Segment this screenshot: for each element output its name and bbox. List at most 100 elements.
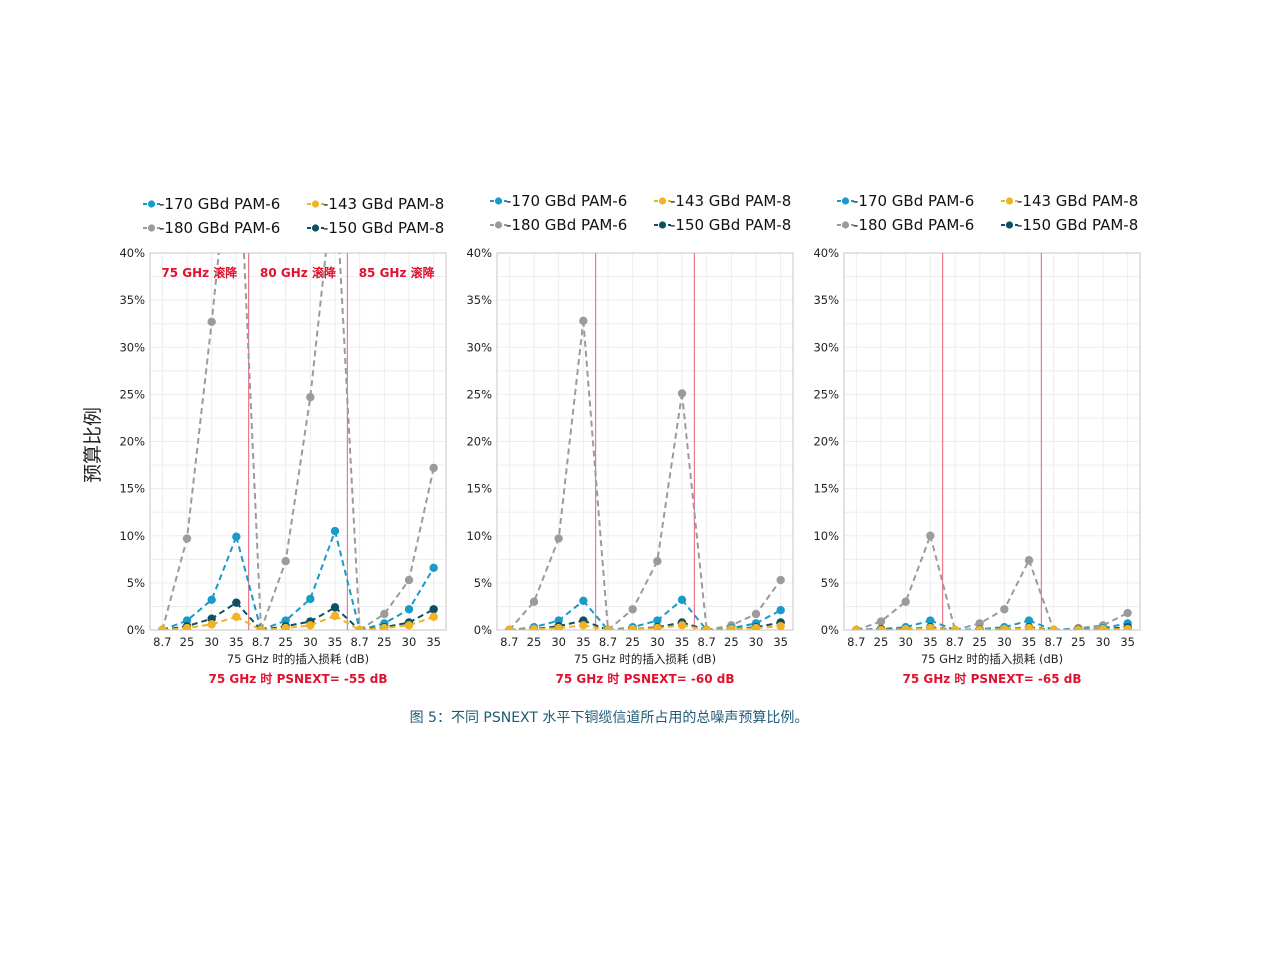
figure-caption: 图 5：不同 PSNEXT 水平下铜缆信道所占用的总噪声预算比例。 bbox=[410, 710, 809, 726]
legend-swatch-marker bbox=[1005, 221, 1014, 229]
plot-frame bbox=[496, 252, 794, 631]
data-point bbox=[579, 621, 588, 630]
x-tick-label: 35 bbox=[675, 635, 690, 649]
legend-entry: -150 GBd PAM-8 bbox=[1017, 216, 1138, 234]
legend-entry: -180 GBd PAM-6 bbox=[853, 216, 974, 234]
series-line bbox=[607, 624, 683, 630]
data-point bbox=[876, 625, 886, 630]
legend-swatch-marker bbox=[841, 221, 850, 229]
x-axis-title: 75 GHz 时的插入损耗 (dB) bbox=[574, 652, 716, 666]
legend-swatch-marker bbox=[841, 197, 850, 205]
y-tick-label: 5% bbox=[127, 576, 145, 590]
data-point bbox=[1049, 625, 1058, 630]
x-tick-label: 8.7 bbox=[946, 635, 964, 649]
data-point bbox=[281, 623, 290, 630]
data-point bbox=[429, 605, 438, 614]
data-point bbox=[901, 597, 910, 606]
data-point bbox=[232, 598, 241, 607]
y-tick-label: 0% bbox=[474, 623, 492, 637]
y-tick-label: 40% bbox=[119, 246, 145, 260]
data-point bbox=[429, 612, 438, 622]
chart-panel-2: 0% 5% 10% 15% 20% 25% 30% 35% 40% 8.7 25 30 35 8.7 25 3… bbox=[466, 192, 794, 686]
data-point bbox=[975, 625, 984, 630]
data-point bbox=[901, 624, 910, 630]
legend-entry: -170 GBd PAM-6 bbox=[506, 192, 627, 210]
x-tick-label: 8.7 bbox=[847, 635, 865, 649]
x-tick-label: 8.7 bbox=[153, 635, 171, 649]
x-tick-label: 35 bbox=[1022, 635, 1037, 649]
legend-entry: -180 GBd PAM-6 bbox=[159, 219, 280, 237]
plot-frame bbox=[843, 252, 1141, 631]
x-tick-label: 25 bbox=[972, 635, 987, 649]
x-axis-title: 75 GHz 时的插入损耗 (dB) bbox=[227, 652, 369, 666]
series-line bbox=[338, 253, 361, 630]
x-tick-label: 25 bbox=[874, 635, 889, 649]
legend-entry: -170 GBd PAM-6 bbox=[159, 195, 280, 213]
data-point bbox=[330, 611, 340, 621]
gridlines bbox=[150, 252, 446, 631]
plot-frame bbox=[149, 252, 447, 631]
x-tick-label: 35 bbox=[923, 635, 938, 649]
series-layer bbox=[852, 531, 1132, 630]
data-point bbox=[404, 605, 414, 614]
x-tick-label: 35 bbox=[773, 635, 788, 649]
x-tick-label: 25 bbox=[278, 635, 293, 649]
x-tick-label: 8.7 bbox=[599, 635, 617, 649]
series-line bbox=[235, 615, 262, 630]
series-line bbox=[260, 530, 336, 630]
data-point bbox=[677, 389, 687, 398]
y-tick-label: 10% bbox=[119, 529, 145, 543]
y-tick-label: 20% bbox=[119, 435, 145, 449]
data-point bbox=[306, 594, 315, 604]
series-line bbox=[954, 559, 1030, 630]
x-tick-label: 8.7 bbox=[351, 635, 369, 649]
data-point bbox=[380, 609, 389, 619]
series-line bbox=[681, 599, 708, 630]
series-line bbox=[855, 535, 932, 630]
data-point bbox=[926, 616, 935, 625]
series-line bbox=[334, 614, 361, 630]
y-tick-label: 0% bbox=[821, 623, 839, 637]
series-line bbox=[1053, 628, 1128, 630]
series-line bbox=[607, 393, 683, 630]
x-tick-label: 35 bbox=[426, 635, 441, 649]
y-tick-label: 20% bbox=[813, 435, 839, 449]
x-tick-label: 30 bbox=[204, 635, 219, 649]
x-tick-label: 30 bbox=[997, 635, 1012, 649]
x-tick-label: 35 bbox=[328, 635, 343, 649]
chart-panel-3: 0% 5% 10% 15% 20% 25% 30% 35% 40% 8.7 25 30 35 8.7 25 3… bbox=[813, 192, 1141, 686]
data-point bbox=[926, 531, 935, 540]
y-tick-label: 20% bbox=[466, 435, 492, 449]
y-tick-label: 30% bbox=[466, 340, 492, 354]
legend: -170 GBd PAM-6 -143 GBd PAM-8 -180 GBd PAM… bbox=[490, 192, 791, 234]
x-tick-label: 25 bbox=[180, 635, 195, 649]
data-point bbox=[1074, 625, 1083, 630]
series-line bbox=[955, 627, 1030, 630]
y-tick-label: 15% bbox=[466, 482, 492, 496]
data-point bbox=[1000, 624, 1009, 630]
x-tick-label: 25 bbox=[1071, 635, 1086, 649]
y-tick-label: 5% bbox=[821, 576, 839, 590]
data-point bbox=[232, 532, 241, 541]
data-point bbox=[429, 563, 438, 572]
x-tick-label: 25 bbox=[724, 635, 739, 649]
data-point bbox=[1024, 616, 1034, 625]
data-point bbox=[1123, 624, 1132, 630]
series-2 bbox=[505, 616, 785, 630]
x-tick-label: 8.7 bbox=[1045, 635, 1063, 649]
legend-swatch-marker bbox=[494, 197, 503, 205]
x-tick-label: 25 bbox=[625, 635, 640, 649]
rolloff-group-label: 85 GHz 滚降 bbox=[359, 265, 436, 280]
series-line bbox=[359, 467, 435, 630]
data-point bbox=[579, 596, 588, 605]
data-point bbox=[653, 616, 662, 625]
rolloff-group-label: 80 GHz 滚降 bbox=[260, 265, 337, 280]
data-point bbox=[404, 575, 414, 585]
x-tick-label: 8.7 bbox=[252, 635, 270, 649]
data-point bbox=[232, 79, 240, 87]
data-point bbox=[182, 534, 192, 543]
data-point bbox=[751, 609, 761, 619]
data-point bbox=[677, 621, 687, 630]
series-3 bbox=[505, 621, 785, 630]
y-tick-label: 25% bbox=[466, 387, 492, 401]
